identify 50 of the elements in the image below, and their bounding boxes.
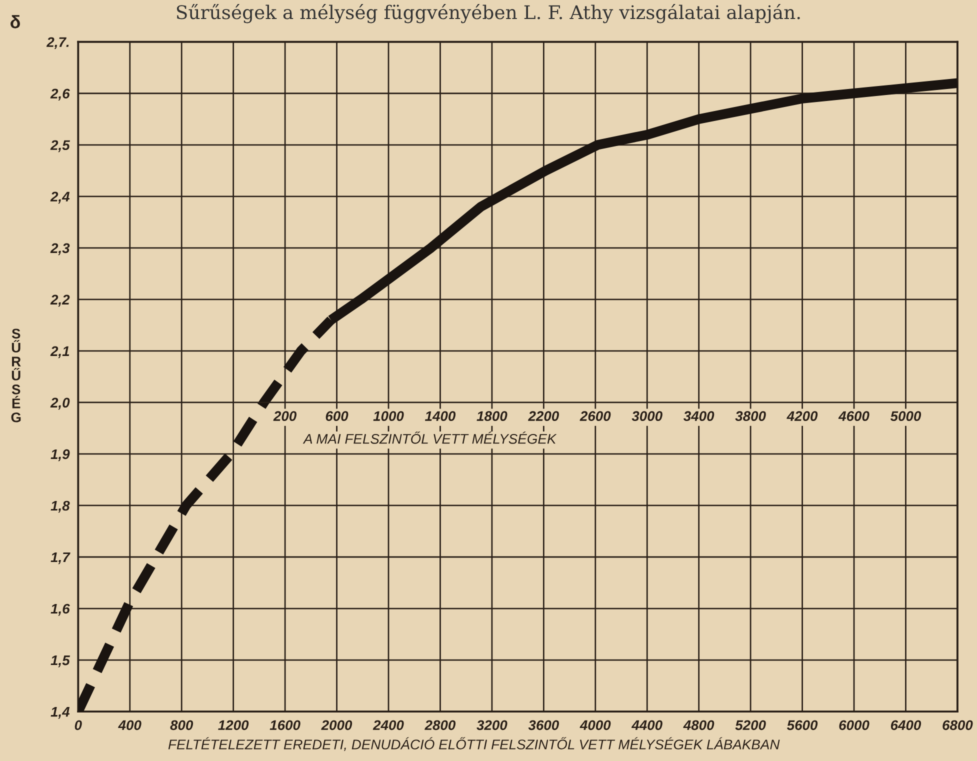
- x2-tick-label: 4600: [838, 411, 870, 422]
- y-tick-label: 2,3: [50, 243, 70, 256]
- x2-tick-label: 2600: [580, 411, 611, 422]
- x-axis-title: FELTÉTELEZETT EREDETI, DENUDÁCIÓ ELŐTTI FELSZINTŐL VETT MÉLYSÉGEK LÁBAKBAN: [168, 737, 780, 752]
- x2-tick-label: 5000: [890, 411, 922, 422]
- y-tick-label: 2,0: [50, 398, 70, 410]
- y-tick-label: 2,7.: [46, 37, 69, 50]
- x-tick-label: 4800: [683, 720, 714, 730]
- x-tick-label: 0: [74, 720, 82, 730]
- y-tick-label: 2,2: [50, 294, 70, 307]
- y-tick-label: 1,9: [50, 449, 70, 462]
- x2-tick-label: 200: [273, 411, 297, 422]
- x-tick-label: 1600: [270, 720, 300, 730]
- x2-tick-label: 600: [326, 411, 348, 422]
- y-tick-label: 1,6: [50, 604, 70, 616]
- x-tick-label: 3200: [476, 720, 508, 730]
- x-tick-label: 4000: [580, 720, 611, 730]
- y-tick-label: 2,5: [50, 140, 70, 152]
- x-tick-label: 6800: [942, 720, 973, 730]
- x2-tick-label: 3800: [735, 411, 766, 422]
- y-tick-label: 2,1: [50, 346, 70, 358]
- x2-tick-label: 1000: [373, 411, 404, 422]
- text: δ: [10, 15, 20, 28]
- x2-tick-label: 3000: [632, 411, 662, 422]
- y-tick-label: 1,4: [50, 707, 70, 719]
- x2-tick-label: 4200: [786, 411, 818, 422]
- x2-tick-label: 1400: [425, 411, 456, 422]
- x-tick-label: 1200: [218, 720, 249, 730]
- x-tick-label: 2000: [321, 720, 352, 730]
- y-tick-label: 2,4: [50, 192, 70, 204]
- x2-axis-title: A MAI FELSZINTŐL VETT MÉLYSÉGEK: [302, 432, 557, 444]
- x-tick-label: 800: [170, 720, 194, 730]
- x-tick-label: 400: [118, 720, 142, 730]
- x2-tick-label: 2200: [528, 411, 559, 422]
- y-tick-label: 1,7: [50, 552, 70, 564]
- y-tick-label: 2,6: [50, 88, 70, 101]
- x-tick-label: 5600: [786, 720, 818, 730]
- x-tick-label: 3600: [528, 720, 559, 730]
- y-axis-title: SŰRŰSÉG: [11, 328, 21, 422]
- x2-tick-label: 3400: [684, 411, 714, 422]
- y-tick-label: 1,5: [50, 656, 70, 668]
- y-tick-label: 1,8: [50, 500, 70, 513]
- x-tick-label: 6400: [890, 720, 922, 730]
- x-tick-label: 6000: [839, 720, 870, 730]
- chart-title: Sűrűségek a mélység függvényében L. F. Athy vizsgálatai alapján.: [176, 4, 800, 24]
- x2-tick-label: 1800: [476, 411, 508, 422]
- x-tick-label: 5200: [735, 720, 766, 730]
- x-tick-label: 2400: [372, 720, 404, 730]
- x-tick-label: 2800: [424, 720, 456, 730]
- x-tick-label: 4400: [631, 720, 662, 730]
